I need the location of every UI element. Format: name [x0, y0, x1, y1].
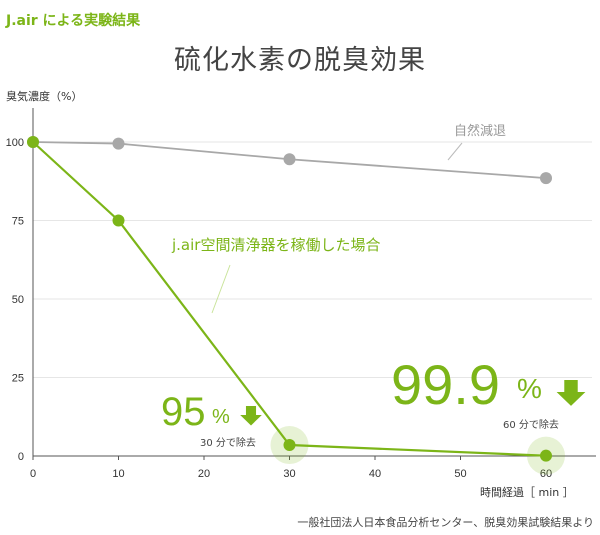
x-tick-label: 30: [283, 468, 295, 480]
down-arrow-icon: [240, 406, 262, 426]
experiment-tag: J.air による実験結果: [6, 13, 141, 29]
reduction-60-percent: %: [517, 373, 542, 404]
grid-lines: [33, 141, 592, 378]
x-tick-label: 0: [30, 468, 36, 480]
x-tick-label: 40: [369, 468, 381, 480]
reduction-annotations: 95 % 30 分で除去 99.9 % 60 分で除去: [161, 353, 586, 449]
series-lines: [27, 136, 552, 462]
series-labels: 自然減退 j.air空間清浄器を稼働した場合: [171, 123, 506, 314]
chart-title: 硫化水素の脱臭効果: [174, 45, 426, 76]
source-note: 一般社団法人日本食品分析センター、脱臭効果試験結果より: [297, 516, 594, 529]
natural-decay-point: [283, 153, 296, 166]
jair-purifier-point: [27, 136, 39, 148]
y-tick-label: 0: [18, 451, 24, 463]
natural-decay-label: 自然減退: [454, 123, 506, 139]
jair-purifier-line: [32, 141, 547, 457]
x-tick-label: 50: [454, 468, 466, 480]
jair-purifier-point: [112, 214, 125, 227]
jair-label: j.air空間清浄器を稼働した場合: [171, 236, 380, 254]
x-tick-label: 10: [112, 468, 124, 480]
reduction-30-percent: %: [212, 406, 230, 428]
y-tick-label: 25: [12, 373, 24, 385]
y-tick-label: 100: [6, 137, 24, 149]
reduction-30-value: 95: [161, 390, 206, 434]
reduction-60-value: 99.9: [391, 353, 500, 416]
y-tick-label: 75: [12, 216, 24, 228]
jair-purifier-point: [283, 439, 296, 452]
x-axis-label: 時間経過［ min ］: [480, 486, 574, 499]
down-arrow-icon: [556, 380, 586, 406]
natural-decay-leader: [447, 142, 463, 161]
reduction-60-note: 60 分で除去: [503, 418, 559, 431]
x-tick-label: 20: [198, 468, 210, 480]
natural-decay-line: [32, 141, 547, 180]
reduction-30-note: 30 分で除去: [200, 436, 256, 449]
y-tick-label: 50: [12, 294, 24, 306]
natural-decay-point: [540, 172, 552, 185]
x-tick-label: 60: [540, 468, 552, 480]
axes: 0 25 50 75 100 0 10 20 30 40 50 60: [6, 108, 596, 480]
jair-purifier-point: [540, 449, 552, 462]
natural-decay-point: [112, 137, 125, 150]
jair-leader: [211, 264, 231, 314]
y-axis-label: 臭気濃度（%）: [6, 89, 82, 103]
